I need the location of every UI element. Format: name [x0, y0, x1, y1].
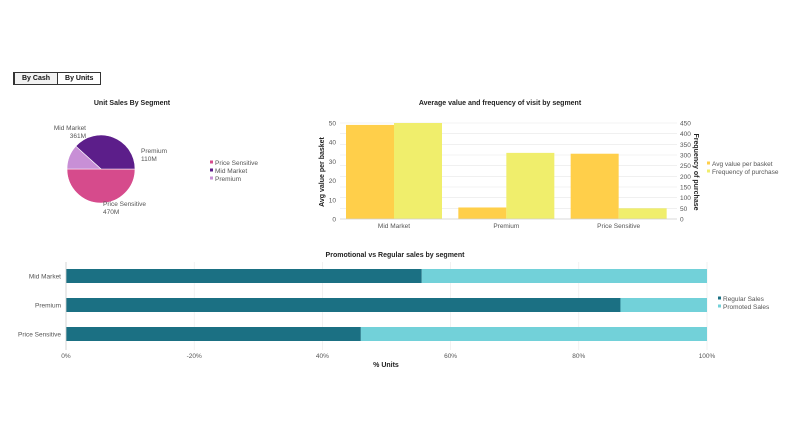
bar-chart-axes: 0 50 100 150 200 250 300 350 400 450 0 10 20 30 40 50 Mi…	[329, 121, 691, 231]
bar-chart-bars	[346, 123, 667, 219]
y2-tick-label: 400	[680, 131, 691, 138]
hbar-x-tick-label: 40%	[316, 353, 329, 360]
pie-legend-swatch-price-sensitive	[210, 160, 213, 164]
view-toggle: By Cash By Units	[13, 72, 102, 85]
y2-axis-label: Frequency of purchase	[692, 133, 699, 210]
hbar-chart-bars	[66, 269, 707, 341]
y2-tick-label: 100	[680, 195, 691, 202]
pie-slice-value-mid-market: 361M	[70, 133, 86, 140]
x-axis-label: % Units	[373, 362, 399, 369]
hbar-x-tick-label: 60%	[444, 353, 457, 360]
y-tick-label: 20	[329, 178, 337, 185]
hbar-y-tick-label-price-sensitive: Price Sensitive	[18, 332, 61, 339]
hbar-x-tick-label: 0%	[61, 353, 71, 360]
hbar-legend-swatch-promoted-sales	[718, 304, 721, 308]
hbar-legend-swatch-regular-sales	[718, 296, 721, 300]
y-tick-label: 0	[332, 217, 336, 224]
promo-regular-title: Promotional vs Regular sales by segment	[326, 252, 466, 259]
promo-regular-chart: Promotional vs Regular sales by segment …	[18, 252, 770, 369]
y2-tick-label: 300	[680, 153, 691, 160]
pie-slices	[66, 134, 136, 204]
y-tick-label: 40	[329, 140, 337, 147]
bar-frequency-of-purchase-mid-market[interactable]	[394, 123, 442, 219]
avg-frequency-title: Average value and frequency of visit by …	[419, 100, 582, 107]
bar-legend-label-avg-value-per-basket: Avg value per basket	[712, 161, 773, 168]
hbar-regular-sales-mid-market[interactable]	[66, 269, 422, 283]
pie-slice-value-price-sensitive: 470M	[103, 209, 119, 216]
hbar-x-tick-label: 100%	[699, 353, 716, 360]
pie-slice-name-price-sensitive: Price Sensitive	[103, 201, 146, 208]
hbar-legend-label-promoted-sales: Promoted Sales	[723, 304, 770, 311]
y2-tick-label: 450	[680, 121, 691, 128]
y-tick-label: 10	[329, 197, 337, 204]
y2-tick-label: 50	[680, 206, 688, 213]
bar-avg-value-per-basket-premium[interactable]	[458, 207, 507, 219]
y2-tick-label: 350	[680, 142, 691, 149]
pie-legend-swatch-mid-market	[210, 168, 213, 172]
hbar-regular-sales-price-sensitive[interactable]	[66, 327, 361, 341]
hbar-y-tick-label-premium: Premium	[35, 303, 61, 310]
bar-frequency-of-purchase-premium[interactable]	[506, 152, 555, 219]
bar-avg-value-per-basket-mid-market[interactable]	[346, 124, 394, 219]
by-units-tab[interactable]: By Units	[58, 72, 102, 85]
y2-tick-label: 0	[680, 217, 684, 224]
hbar-regular-sales-premium[interactable]	[66, 298, 621, 312]
y-tick-label: 50	[329, 121, 337, 128]
hbar-y-tick-label-mid-market: Mid Market	[29, 274, 61, 281]
hbar-x-tick-label: 80%	[572, 353, 585, 360]
y2-tick-label: 200	[680, 174, 691, 181]
y2-tick-label: 250	[680, 163, 691, 170]
hbar-chart-axes: 0% -20% 40% 60% 80% 100% Mid Market Premium Pric…	[18, 262, 716, 360]
bar-legend-label-frequency-of-purchase: Frequency of purchase	[712, 169, 779, 176]
hbar-promoted-sales-premium[interactable]	[620, 298, 707, 312]
pie-legend-label-mid-market: Mid Market	[215, 168, 247, 175]
bar-legend-swatch-avg-value-per-basket	[707, 161, 710, 165]
hbar-legend-label-regular-sales: Regular Sales	[723, 296, 765, 303]
bar-frequency-of-purchase-price-sensitive[interactable]	[618, 208, 667, 219]
y-axis-label: Avg value per basket	[319, 136, 326, 206]
pie-slice-value-premium: 110M	[141, 156, 157, 163]
y-tick-label: 30	[329, 159, 337, 166]
hbar-promoted-sales-mid-market[interactable]	[421, 269, 707, 283]
avg-frequency-chart: Average value and frequency of visit by …	[319, 100, 779, 230]
pie-slice-name-premium: Premium	[141, 148, 167, 155]
hbar-promoted-sales-price-sensitive[interactable]	[360, 327, 707, 341]
pie-slice-name-mid-market: Mid Market	[54, 125, 86, 132]
pie-chart-title: Unit Sales By Segment	[94, 100, 171, 107]
pie-slice-premium[interactable]	[66, 145, 102, 170]
hbar-x-tick-label: -20%	[187, 353, 202, 360]
bar-legend-swatch-frequency-of-purchase	[707, 169, 710, 173]
pie-legend-label-premium: Premium	[215, 176, 241, 183]
bar-avg-value-per-basket-price-sensitive[interactable]	[570, 153, 619, 219]
pie-chart: Unit Sales By Segment Price Sensitive470…	[54, 100, 259, 216]
y2-tick-label: 150	[680, 185, 691, 192]
x-tick-label-mid-market: Mid Market	[378, 223, 410, 230]
by-cash-tab[interactable]: By Cash	[13, 72, 59, 85]
pie-legend-swatch-premium	[210, 176, 213, 180]
pie-slice-price-sensitive[interactable]	[66, 168, 136, 204]
pie-slice-mid-market[interactable]	[75, 134, 136, 170]
pie-legend-label-price-sensitive: Price Sensitive	[215, 160, 258, 167]
x-tick-label-premium: Premium	[493, 223, 519, 230]
x-tick-label-price-sensitive: Price Sensitive	[597, 223, 640, 230]
